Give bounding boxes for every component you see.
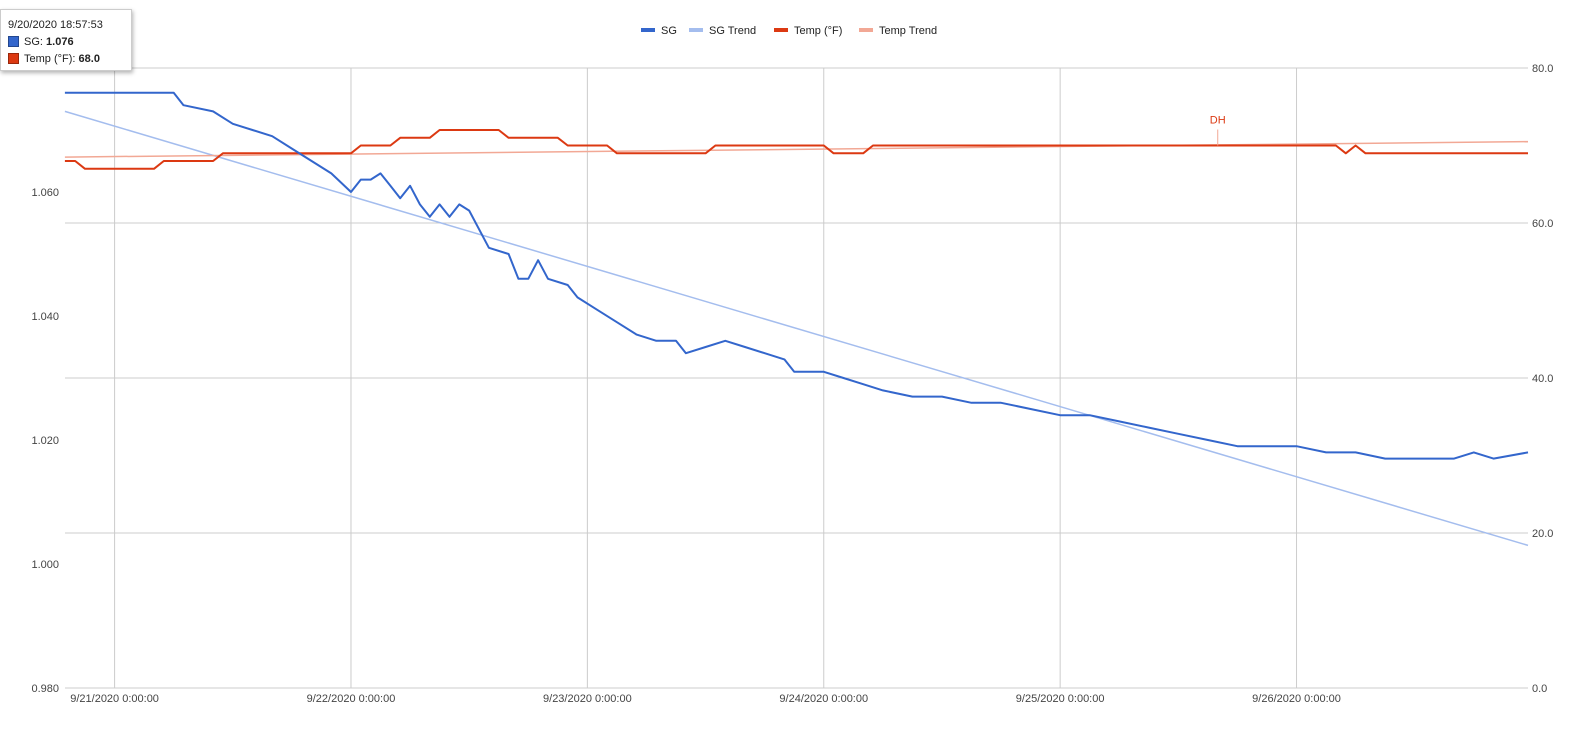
tooltip: 9/20/2020 18:57:53 SG: 1.076 Temp (°F): … xyxy=(0,9,132,71)
x-tick-label: 9/21/2020 0:00:00 xyxy=(70,693,159,705)
legend-label: Temp Trend xyxy=(879,25,937,37)
x-tick-label: 9/26/2020 0:00:00 xyxy=(1252,693,1341,705)
y-left-tick-label: 0.980 xyxy=(31,683,59,695)
axes: 80.0 60.0 40.0 20.0 0.0 1.060 1.040 1.020 1.000 0… xyxy=(31,63,1553,705)
tooltip-label-temp: Temp (°F) xyxy=(24,52,73,65)
tooltip-swatch-sg xyxy=(8,36,19,47)
tooltip-row-sg: SG: 1.076 xyxy=(8,33,124,50)
tooltip-label-sg: SG xyxy=(24,35,40,48)
x-tick-label: 9/23/2020 0:00:00 xyxy=(543,693,632,705)
y-left-tick-label: 1.000 xyxy=(31,559,59,571)
legend-label: Temp (°F) xyxy=(794,25,842,37)
plot-area xyxy=(64,91,1529,547)
x-tick-label: 9/22/2020 0:00:00 xyxy=(307,693,396,705)
x-tick-label: 9/24/2020 0:00:00 xyxy=(779,693,868,705)
legend: SG SG Trend Temp (°F) Temp Trend xyxy=(641,25,937,37)
y-left-tick-label: 1.020 xyxy=(31,435,59,447)
tooltip-value-sg: 1.076 xyxy=(46,35,74,48)
legend-label: SG xyxy=(661,25,677,37)
series-line-temp-f xyxy=(64,129,1528,170)
legend-label: SG Trend xyxy=(709,25,756,37)
x-tick-label: 9/25/2020 0:00:00 xyxy=(1016,693,1105,705)
series-line-temp-trend xyxy=(64,140,1529,158)
tooltip-swatch-temp xyxy=(8,53,19,64)
y-right-tick-label: 20.0 xyxy=(1532,528,1553,540)
tooltip-title: 9/20/2020 18:57:53 xyxy=(8,18,103,31)
tooltip-row-temp: Temp (°F): 68.0 xyxy=(8,50,124,67)
annotation-label: DH xyxy=(1210,115,1226,127)
series-line-sg-trend xyxy=(64,110,1529,547)
y-left-tick-label: 1.040 xyxy=(31,311,59,323)
y-right-tick-label: 0.0 xyxy=(1532,683,1547,695)
tooltip-value-temp: 68.0 xyxy=(78,52,100,65)
y-right-tick-label: 60.0 xyxy=(1532,218,1553,230)
y-left-tick-label: 1.060 xyxy=(31,187,59,199)
series-line-sg xyxy=(64,91,1529,460)
grid xyxy=(65,67,1528,689)
y-right-tick-label: 40.0 xyxy=(1532,373,1553,385)
annotations: DH xyxy=(1210,115,1226,146)
y-right-tick-label: 80.0 xyxy=(1532,63,1553,75)
